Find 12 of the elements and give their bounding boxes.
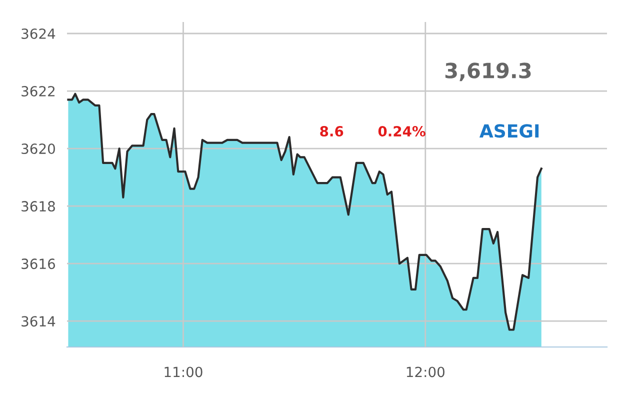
- annotation: 0.24%: [378, 126, 426, 137]
- x-tick-label: 11:00: [164, 366, 202, 378]
- y-tick-label: 3622: [22, 86, 54, 96]
- annotation: ASEGI: [479, 124, 539, 138]
- y-tick-label: 3614: [22, 316, 56, 327]
- y-tick-label: 3624: [22, 28, 56, 39]
- y-tick-label: 3616: [22, 258, 56, 270]
- y-tick-label: 3620: [22, 144, 55, 154]
- annotation: 3,619.3: [445, 62, 531, 82]
- y-tick-label: 3618: [22, 201, 55, 212]
- annotation: 8.6: [320, 126, 344, 137]
- x-tick-label: 12:00: [406, 366, 444, 378]
